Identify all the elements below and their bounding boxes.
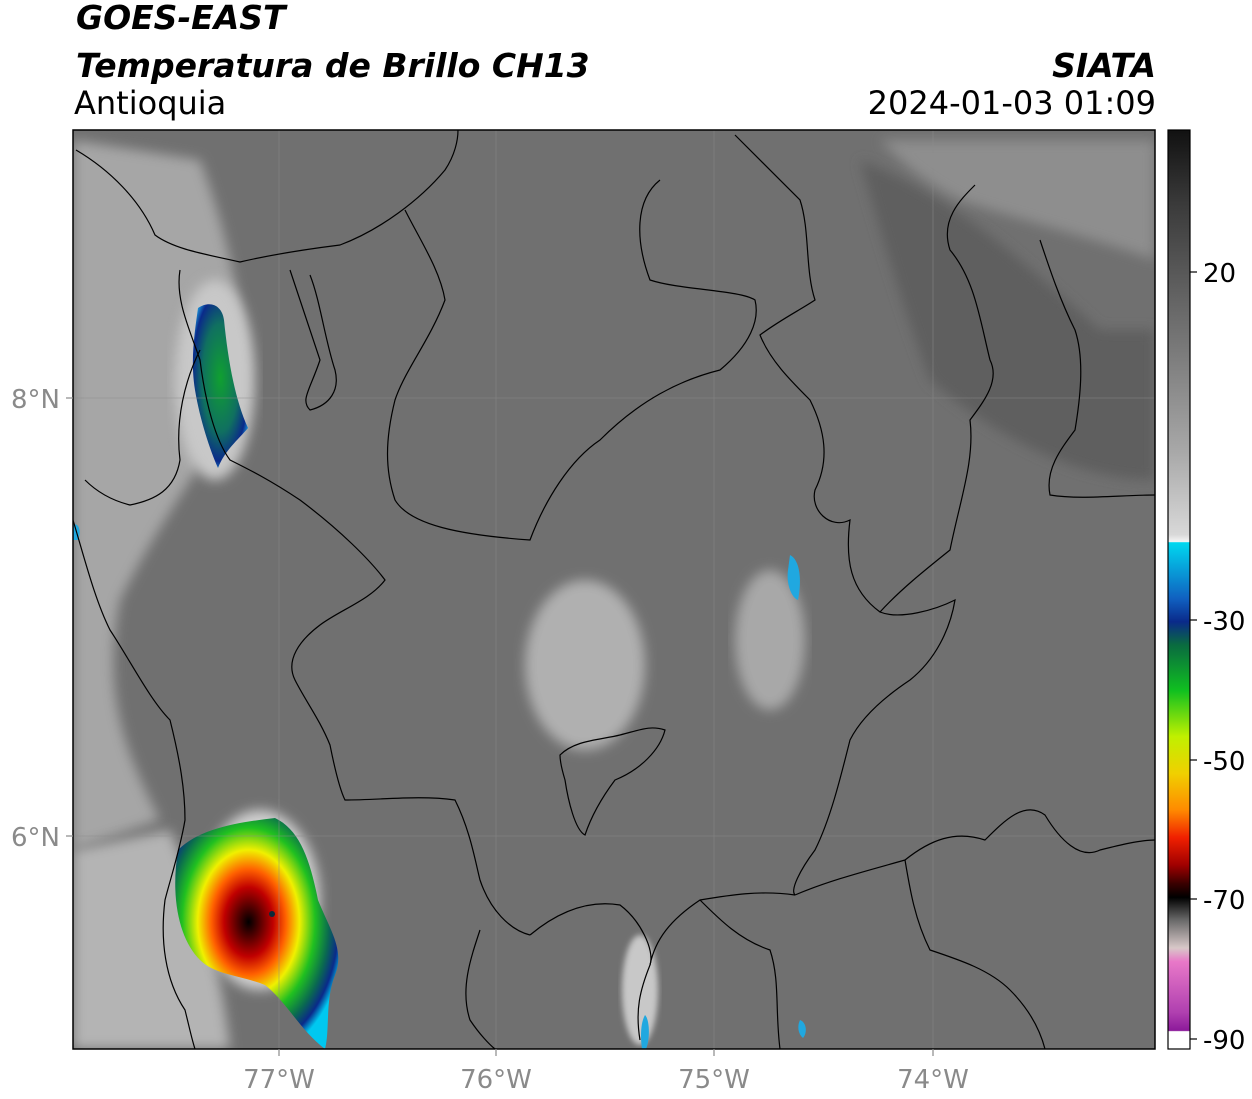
convective-cell-southwest — [175, 818, 339, 1049]
satellite-title: GOES-EAST — [76, 0, 286, 37]
cold-air-region — [860, 160, 1155, 480]
map-frame — [72, 129, 1156, 1050]
colorbar-label-m70: -70 — [1203, 886, 1245, 916]
datetime-label: 2024-01-03 01:09 — [867, 84, 1156, 122]
lon-label-74W: 74°W — [897, 1065, 969, 1095]
colorbar-label-m90: -90 — [1203, 1026, 1245, 1056]
organization-label: SIATA — [1052, 46, 1156, 85]
colorbar: 20 -30 -50 -70 -90 — [1167, 129, 1245, 1056]
colorbar-label-20: 20 — [1203, 259, 1236, 289]
political-boundaries — [73, 130, 1155, 1049]
warm-region-northeast — [880, 140, 1155, 260]
lat-label-6N: 6°N — [11, 823, 60, 853]
map-panel — [73, 130, 1155, 1049]
lon-label-77W: 77°W — [243, 1065, 315, 1095]
cold-spot-south — [798, 1020, 806, 1038]
cold-spot-east — [787, 555, 800, 600]
convective-cell-north — [192, 304, 248, 468]
graticule — [73, 130, 1155, 1049]
lon-label-76W: 76°W — [460, 1065, 532, 1095]
bright-patch-east — [735, 570, 805, 710]
colorbar-gradient — [1167, 129, 1191, 1050]
product-title: Temperatura de Brillo CH13 — [76, 46, 590, 85]
lon-label-75W: 75°W — [678, 1065, 750, 1095]
colorbar-label-m50: -50 — [1203, 747, 1245, 777]
bright-patch-south — [622, 935, 658, 1045]
lat-label-8N: 8°N — [11, 385, 60, 415]
cold-spot-south-center — [641, 1015, 649, 1049]
region-label: Antioquia — [74, 84, 227, 122]
colorbar-label-m30: -30 — [1203, 607, 1245, 637]
bright-patch-central — [525, 580, 645, 750]
storm-core — [269, 911, 275, 917]
